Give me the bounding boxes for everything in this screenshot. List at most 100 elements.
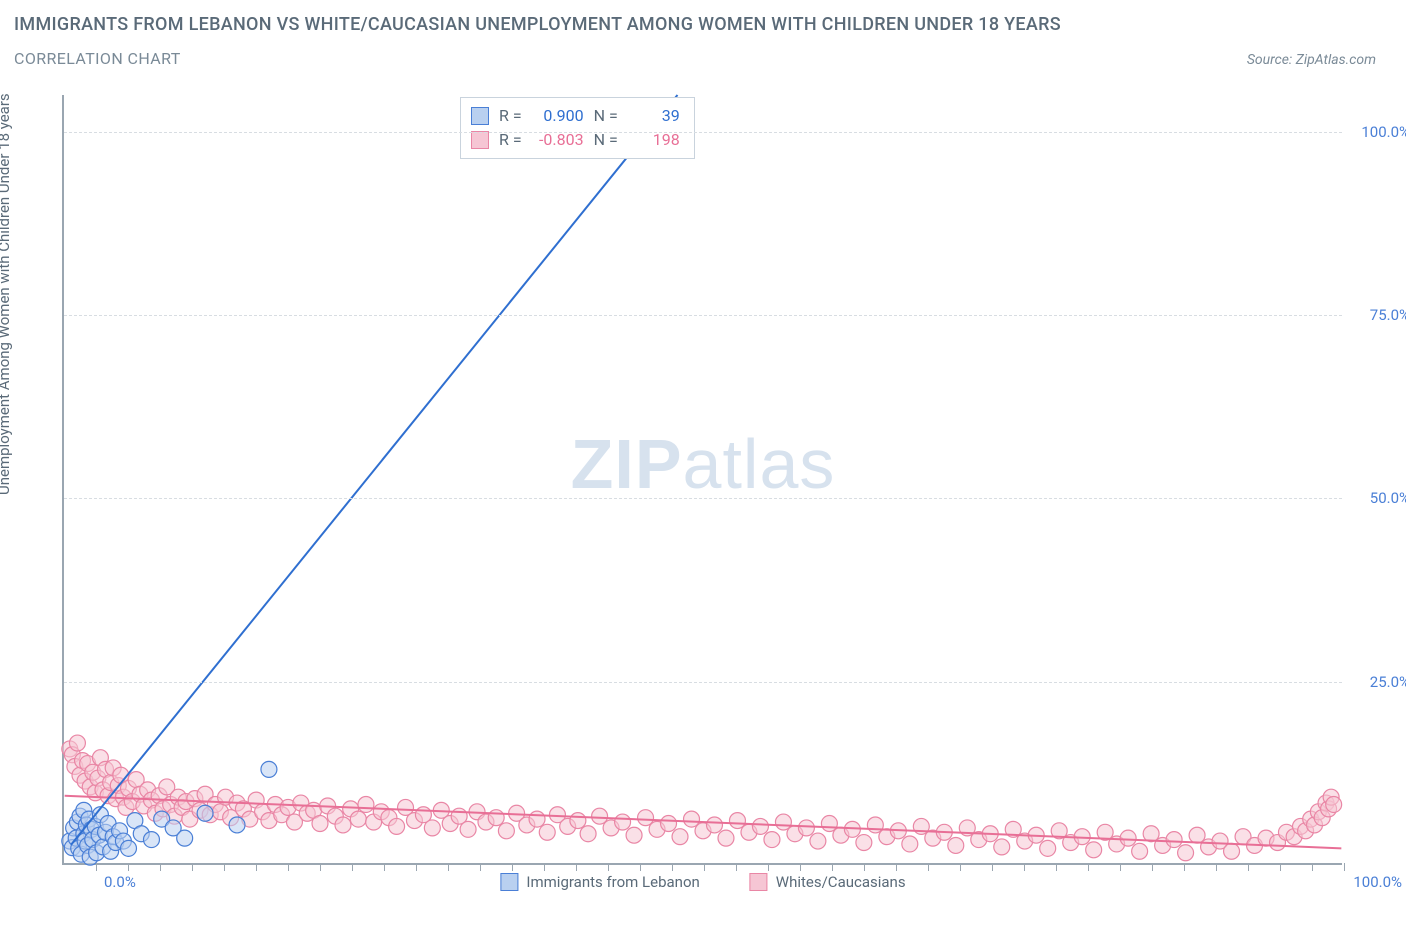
point-pink [810,833,826,849]
x-tick [1184,863,1185,871]
y-tick-label: 100.0% [1361,123,1406,141]
x-tick [352,863,353,871]
point-pink [335,817,351,833]
point-pink [1178,845,1194,861]
x-tick [1152,863,1153,871]
x-tick [1088,863,1089,871]
x-tick [832,863,833,871]
point-pink [1166,832,1182,848]
x-tick [288,863,289,871]
x-tick [160,863,161,871]
trendline-blue [71,95,677,845]
gridline [64,132,1342,133]
x-tick [448,863,449,871]
point-pink [672,829,688,845]
chart-title: IMMIGRANTS FROM LEBANON VS WHITE/CAUCASI… [14,14,1406,35]
x-tick [1312,863,1313,871]
x-tick [1280,863,1281,871]
x-tick [128,863,129,871]
point-blue [143,832,159,848]
point-pink [350,811,366,827]
point-pink [358,797,374,813]
stat-r-value: 0.900 [532,104,584,128]
stat-r-label: R = [499,104,522,128]
point-pink [529,811,545,827]
y-tick-label: 25.0% [1370,673,1406,691]
x-tick [544,863,545,871]
x-tick [224,863,225,871]
x-tick [512,863,513,871]
point-pink [752,818,768,834]
chart-subtitle: CORRELATION CHART [14,49,181,68]
point-pink [798,820,814,836]
point-pink [615,814,631,830]
point-blue [121,840,137,856]
y-tick-label: 50.0% [1370,489,1406,507]
x-tick [1056,863,1057,871]
gridline [64,498,1342,499]
source-citation: Source: ZipAtlas.com [1247,52,1376,68]
x-tick [896,863,897,871]
legend-item: Immigrants from Lebanon [500,873,699,891]
y-axis-label: Unemployment Among Women with Children U… [0,93,13,495]
point-pink [580,826,596,842]
point-blue [229,817,245,833]
point-pink [1040,840,1056,856]
gridline [64,682,1342,683]
point-pink [488,810,504,826]
point-pink [498,823,514,839]
point-pink [1224,843,1240,859]
swatch-pink [471,131,489,149]
point-blue [197,805,213,821]
x-tick [256,863,257,871]
point-blue [261,761,277,777]
x-tick [1248,863,1249,871]
x-tick [960,863,961,871]
x-tick [672,863,673,871]
x-tick [1344,863,1345,871]
x-tick [1024,863,1025,871]
x-tick [320,863,321,871]
point-pink [1326,797,1342,813]
point-pink [856,835,872,851]
point-pink [460,821,476,837]
x-tick [800,863,801,871]
x-tick [576,863,577,871]
stat-n-value: 39 [628,104,680,128]
scatter-svg [64,95,1342,863]
point-pink [994,839,1010,855]
point-pink [1120,830,1136,846]
point-pink [764,832,780,848]
gridline [64,315,1342,316]
swatch-blue [500,873,518,891]
legend: Immigrants from Lebanon Whites/Caucasians [500,873,905,891]
x-tick [864,863,865,871]
x-axis-label-min: 0.0% [104,873,136,891]
x-tick [736,863,737,871]
legend-label: Immigrants from Lebanon [526,873,699,891]
point-pink [948,837,964,853]
point-pink [312,816,328,832]
point-pink [707,817,723,833]
chart-area: Unemployment Among Women with Children U… [14,95,1392,915]
point-pink [389,818,405,834]
point-pink [539,824,555,840]
point-pink [718,830,734,846]
point-pink [661,816,677,832]
point-pink [424,820,440,836]
point-pink [1132,843,1148,859]
y-tick-label: 75.0% [1370,306,1406,324]
legend-item: Whites/Caucasians [750,873,906,891]
stats-row: R = 0.900 N = 39 [471,104,680,128]
x-axis-label-max: 100.0% [1353,873,1402,891]
x-tick [928,863,929,871]
legend-label: Whites/Caucasians [776,873,906,891]
swatch-blue [471,107,489,125]
point-pink [69,735,85,751]
stat-n-label: N = [594,104,618,128]
point-pink [902,836,918,852]
x-tick [1120,863,1121,871]
x-tick [96,863,97,871]
point-pink [570,813,586,829]
x-tick [608,863,609,871]
